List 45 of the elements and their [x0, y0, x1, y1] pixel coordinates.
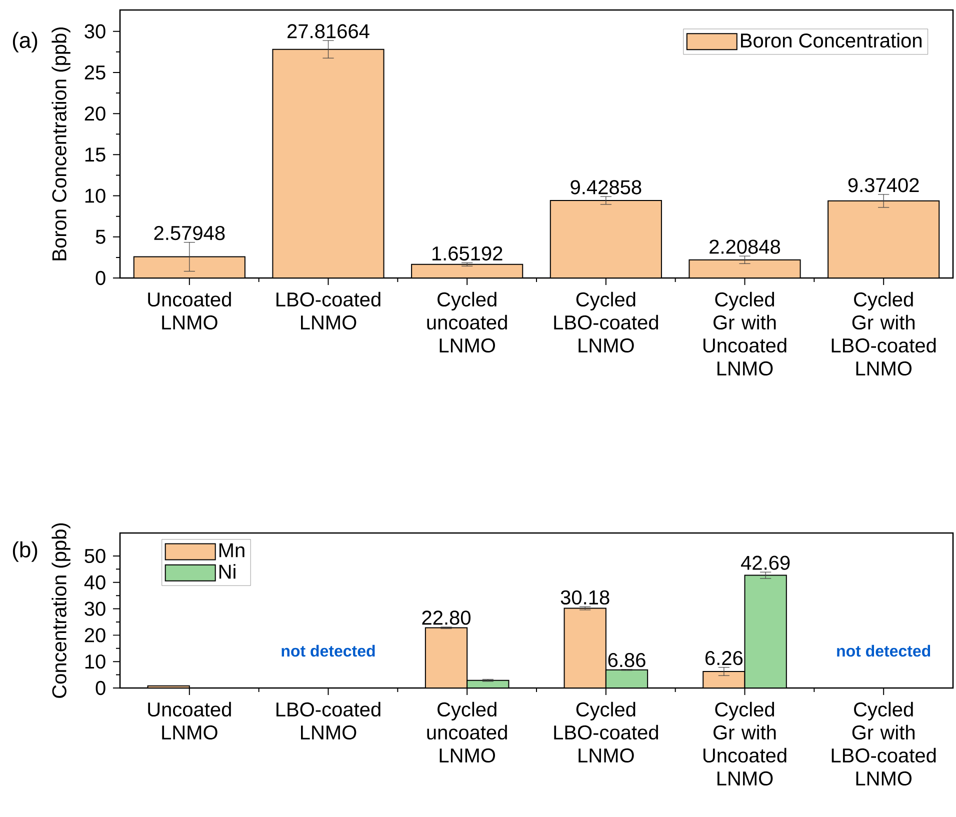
- data-label: 2.20848: [710, 240, 780, 254]
- y-tick-label: 20: [84, 628, 106, 642]
- data-label: 27.81664: [288, 24, 370, 38]
- text: (b): [12, 541, 38, 562]
- x-tick-label: Cycled Gr with Uncoated LNMO: [703, 292, 786, 376]
- y-tick-label: 0: [96, 270, 106, 286]
- text: (a): [12, 32, 38, 52]
- data-label: 30.18: [560, 590, 610, 605]
- y-tick-label: 20: [84, 106, 106, 121]
- x-tick-label: Uncoated LNMO: [148, 292, 231, 330]
- x-tick-label: Cycled Gr with LBO-coated LNMO: [832, 702, 936, 786]
- y-axis-title: Concentration (ppb): [52, 523, 70, 698]
- x-tick-label: Cycled Gr with Uncoated LNMO: [703, 702, 786, 786]
- data-label: 9.42858: [570, 180, 642, 194]
- legend-label: Ni: [219, 564, 236, 579]
- data-label: 6.86: [608, 652, 646, 668]
- data-label: 6.26: [705, 650, 743, 666]
- y-tick-label: 10: [85, 188, 106, 203]
- y-tick-label: 10: [85, 654, 106, 669]
- y-tick-label: 5: [96, 230, 106, 244]
- y-tick-label: 50: [84, 548, 106, 564]
- data-label: 1.65192: [432, 246, 502, 261]
- y-tick-label: 15: [85, 148, 106, 162]
- data-label: 42.69: [741, 556, 790, 570]
- x-tick-label: Cycled Gr with LBO-coated LNMO: [832, 292, 936, 376]
- x-tick-label: Cycled uncoated LNMO: [427, 702, 507, 763]
- x-tick-label: LBO-coated LNMO: [276, 292, 380, 330]
- data-label: 22.80: [422, 610, 470, 625]
- y-axis-title: Boron Concentration (ppb): [52, 27, 70, 260]
- x-tick-label: Cycled LBO-coated LNMO: [554, 292, 658, 353]
- legend-label: Mn: [219, 543, 244, 558]
- x-tick-label: Uncoated LNMO: [148, 702, 231, 740]
- y-tick-label: 25: [84, 65, 106, 80]
- annotation: not detected: [282, 644, 375, 657]
- y-tick-label: 30: [84, 24, 106, 38]
- legend-label: Boron Concentration: [741, 32, 922, 48]
- x-tick-label: LBO-coated LNMO: [276, 702, 380, 740]
- x-tick-label: Cycled uncoated LNMO: [427, 292, 507, 353]
- y-tick-label: 0: [96, 680, 106, 696]
- data-label: 2.57948: [154, 226, 225, 240]
- x-tick-label: Cycled LBO-coated LNMO: [554, 702, 658, 763]
- y-tick-label: 40: [84, 575, 106, 590]
- data-label: 9.37402: [848, 178, 919, 192]
- y-tick-label: 30: [84, 602, 106, 616]
- annotation: not detected: [837, 644, 930, 657]
